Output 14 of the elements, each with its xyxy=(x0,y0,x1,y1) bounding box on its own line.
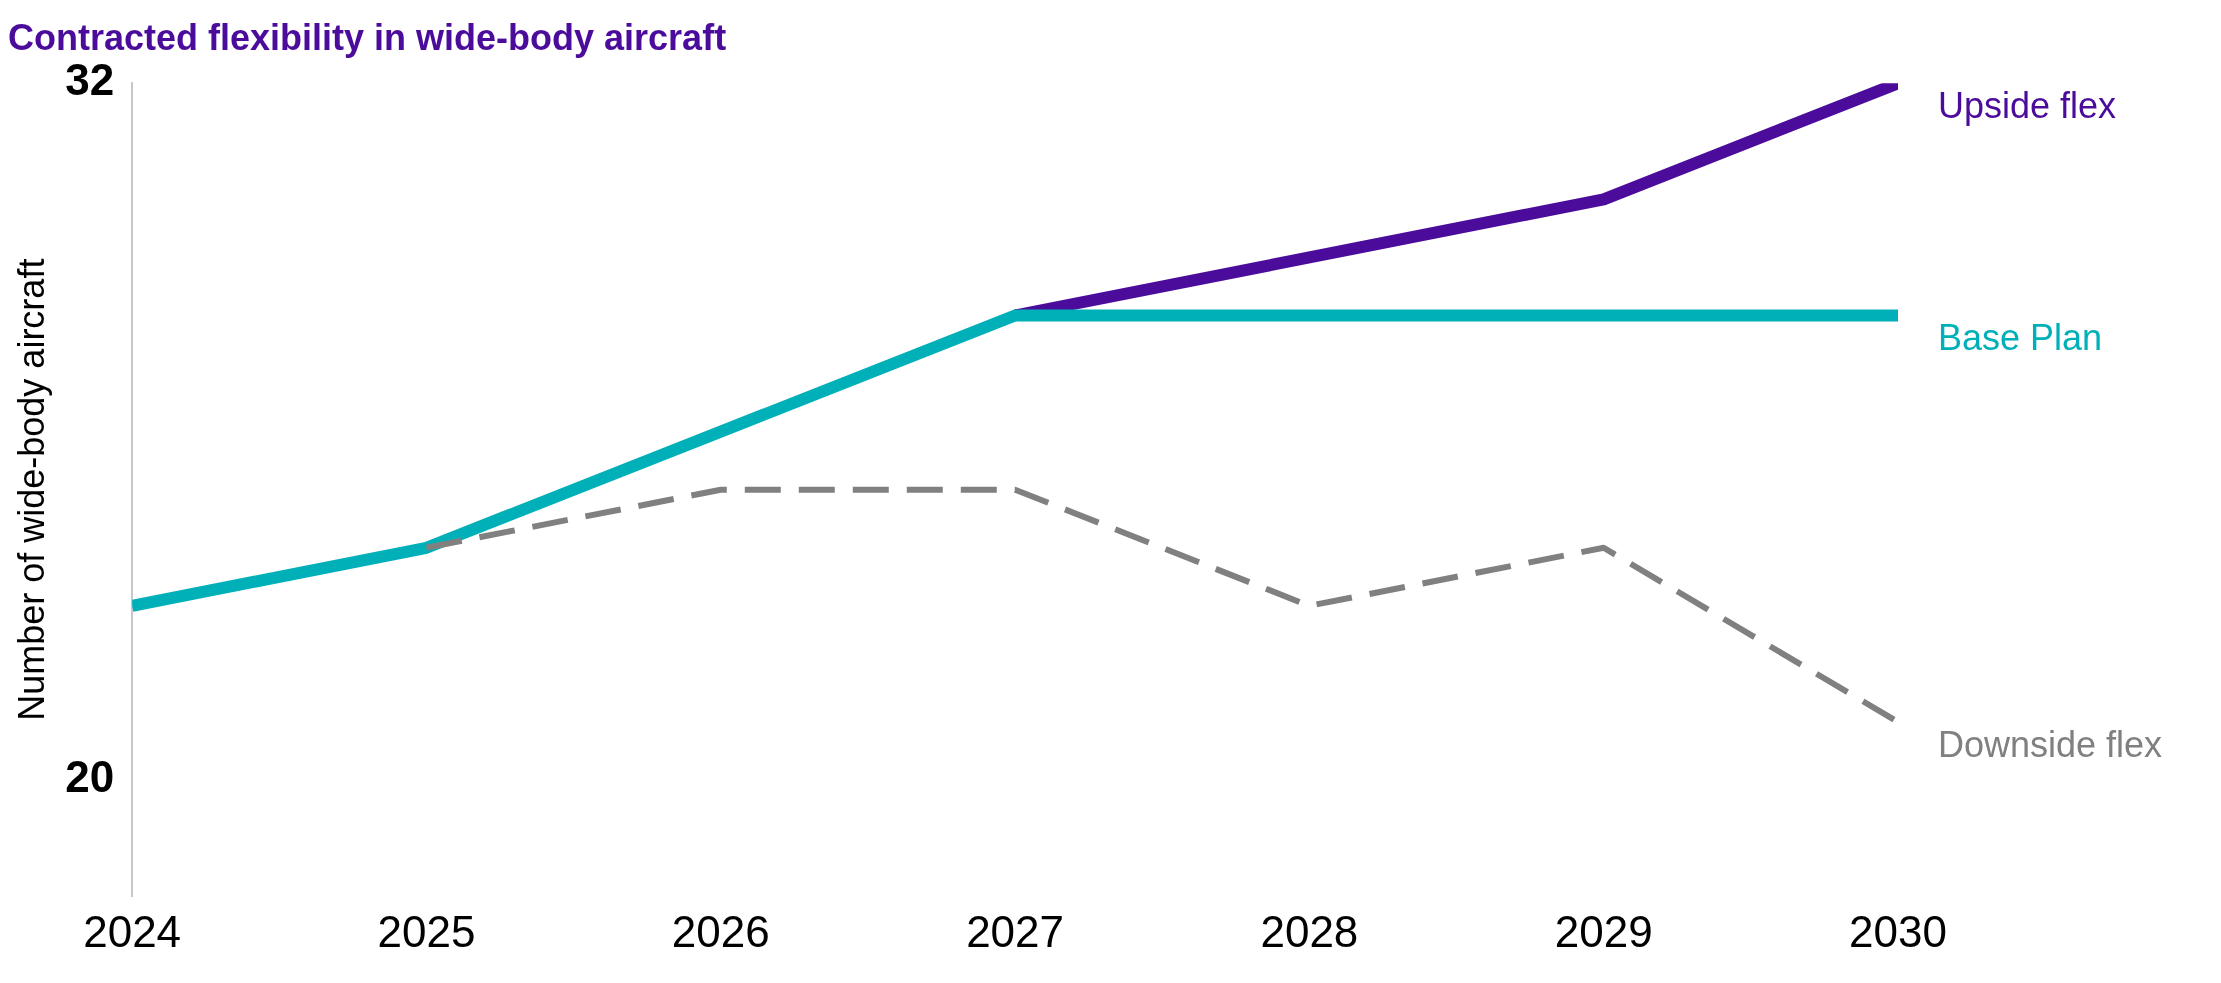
x-tick-label: 2030 xyxy=(1849,906,1947,956)
chart-title: Contracted flexibility in wide-body aircraft xyxy=(8,16,727,58)
x-tick-label: 2029 xyxy=(1554,906,1653,956)
series-label: Base Plan xyxy=(1938,317,2103,359)
series-label: Downside flex xyxy=(1938,723,2163,765)
x-tick-label: 2026 xyxy=(671,906,770,956)
y-tick-label: 20 xyxy=(65,752,115,802)
x-tick-label: 2027 xyxy=(966,906,1065,956)
x-tick-label: 2024 xyxy=(83,906,182,956)
series-label: Upside flex xyxy=(1938,85,2117,127)
x-tick-label: 2025 xyxy=(377,906,476,956)
x-tick-label: 2028 xyxy=(1260,906,1359,956)
y-axis-title: Number of wide-body aircraft xyxy=(10,258,52,721)
y-tick-label: 32 xyxy=(65,55,115,105)
